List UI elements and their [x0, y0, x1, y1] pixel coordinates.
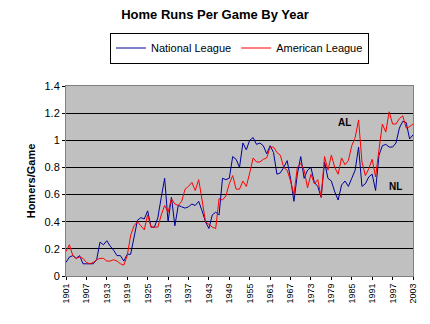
svg-text:Home Runs Per Game By Year: Home Runs Per Game By Year [121, 7, 309, 22]
svg-text:1955: 1955 [245, 284, 255, 304]
svg-text:AL: AL [338, 117, 351, 128]
svg-text:NL: NL [389, 181, 402, 192]
svg-text:1973: 1973 [306, 284, 316, 304]
svg-text:American League: American League [276, 42, 362, 54]
svg-text:0.8: 0.8 [45, 161, 60, 173]
svg-text:1: 1 [54, 134, 60, 146]
svg-text:0.6: 0.6 [45, 188, 60, 200]
svg-text:2003: 2003 [408, 284, 418, 304]
svg-text:1949: 1949 [224, 284, 234, 304]
svg-text:National League: National League [151, 42, 231, 54]
svg-text:1907: 1907 [81, 284, 91, 304]
svg-text:1.4: 1.4 [45, 80, 60, 92]
svg-text:1913: 1913 [102, 284, 112, 304]
svg-text:1937: 1937 [183, 284, 193, 304]
svg-text:1997: 1997 [388, 284, 398, 304]
svg-text:1985: 1985 [347, 284, 357, 304]
svg-text:1961: 1961 [265, 284, 275, 304]
svg-text:0.4: 0.4 [45, 216, 60, 228]
svg-text:1943: 1943 [204, 284, 214, 304]
svg-text:1931: 1931 [163, 284, 173, 304]
svg-text:1925: 1925 [143, 284, 153, 304]
svg-text:1967: 1967 [285, 284, 295, 304]
svg-text:1919: 1919 [122, 284, 132, 304]
svg-text:1979: 1979 [326, 284, 336, 304]
svg-text:0.2: 0.2 [45, 243, 60, 255]
svg-text:1.2: 1.2 [45, 107, 60, 119]
svg-text:1991: 1991 [367, 284, 377, 304]
svg-text:1901: 1901 [61, 284, 71, 304]
svg-text:Homers/Game: Homers/Game [25, 144, 37, 219]
svg-text:0: 0 [54, 270, 60, 282]
